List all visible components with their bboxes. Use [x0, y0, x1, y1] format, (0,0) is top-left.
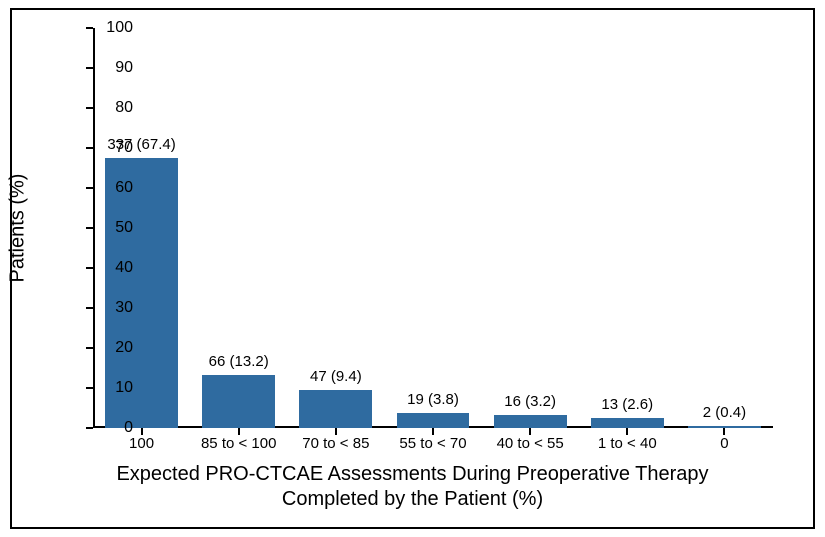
- x-tick-label: 70 to < 85: [302, 435, 369, 452]
- y-tick-label: 100: [73, 19, 133, 37]
- y-tick-label: 90: [73, 59, 133, 77]
- y-tick-label: 60: [73, 179, 133, 197]
- x-tick-label: 0: [720, 435, 728, 452]
- x-tick-label: 100: [129, 435, 154, 452]
- bar: [591, 418, 664, 428]
- x-axis-title: Expected PRO-CTCAE Assessments During Pr…: [93, 462, 733, 512]
- x-tick: [335, 428, 337, 435]
- y-tick-label: 40: [73, 259, 133, 277]
- bar-value-label: 66 (13.2): [209, 353, 269, 370]
- x-tick: [626, 428, 628, 435]
- bar: [397, 413, 470, 428]
- y-axis-title: Patients (%): [7, 174, 30, 283]
- x-tick-label: 55 to < 70: [399, 435, 466, 452]
- x-tick: [238, 428, 240, 435]
- x-tick: [723, 428, 725, 435]
- chart-frame: Patients (%) Expected PRO-CTCAE Assessme…: [0, 0, 825, 537]
- y-tick-label: 30: [73, 299, 133, 317]
- bar: [202, 375, 275, 428]
- x-tick-label: 1 to < 40: [598, 435, 657, 452]
- x-tick: [432, 428, 434, 435]
- y-tick-label: 20: [73, 339, 133, 357]
- x-tick-label: 85 to < 100: [201, 435, 276, 452]
- y-tick-label: 10: [73, 379, 133, 397]
- bar-value-label: 19 (3.8): [407, 391, 459, 408]
- bar-value-label: 16 (3.2): [504, 393, 556, 410]
- bar: [299, 390, 372, 428]
- x-tick: [529, 428, 531, 435]
- y-tick-label: 80: [73, 99, 133, 117]
- bar: [494, 415, 567, 428]
- x-tick-label: 40 to < 55: [497, 435, 564, 452]
- y-tick-label: 50: [73, 219, 133, 237]
- bar-value-label: 2 (0.4): [703, 404, 746, 421]
- bar-value-label: 337 (67.4): [107, 136, 175, 153]
- bar-value-label: 13 (2.6): [601, 396, 653, 413]
- y-tick-label: 0: [73, 419, 133, 437]
- x-tick: [141, 428, 143, 435]
- plot-area: [93, 28, 773, 428]
- bar-value-label: 47 (9.4): [310, 368, 362, 385]
